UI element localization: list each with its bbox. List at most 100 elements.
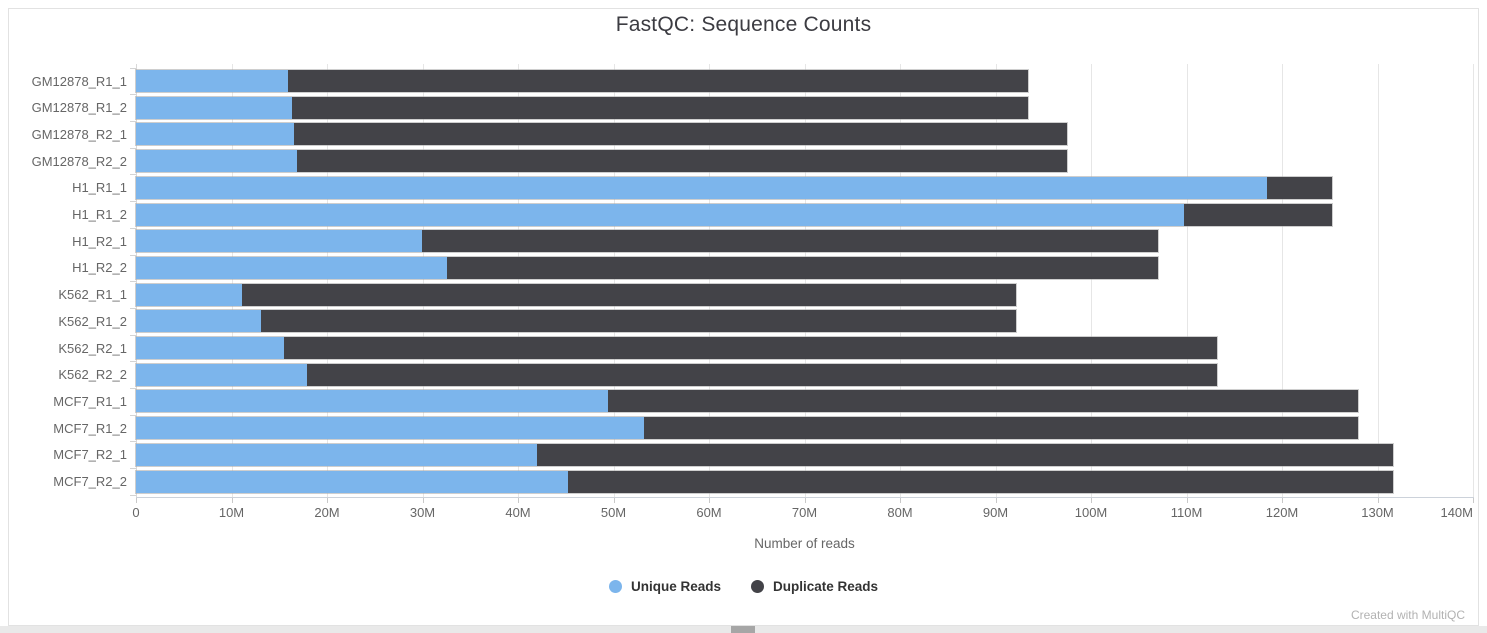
bar-segment-unique-K562_R2_1[interactable] (136, 337, 285, 359)
bar-segment-duplicate-H1_R2_2[interactable] (447, 256, 1158, 279)
y-axis-label-H1_R1_1: H1_R1_1 (72, 180, 127, 196)
bar-segment-duplicate-K562_R2_1[interactable] (284, 337, 1218, 359)
bar-segment-unique-GM12878_R2_2[interactable] (136, 150, 298, 173)
x-axis-line (136, 497, 1474, 498)
bar-segment-duplicate-GM12878_R2_2[interactable] (297, 150, 1068, 173)
bar-segment-duplicate-MCF7_R2_2[interactable] (567, 470, 1393, 493)
legend-item-unique-reads[interactable]: Unique Reads (608, 579, 721, 594)
y-axis-tickmark (130, 494, 136, 496)
bar-row-K562_R2_2 (136, 363, 1218, 386)
bar-segment-unique-H1_R1_2[interactable] (136, 203, 1184, 226)
x-tick-label: 110M (1170, 505, 1203, 520)
axis-tickmark-130M (1377, 498, 1379, 503)
x-tick-label: 90M (982, 505, 1009, 520)
bar-segment-duplicate-H1_R1_1[interactable] (1266, 176, 1332, 199)
y-axis-label-K562_R1_1: K562_R1_1 (58, 287, 127, 303)
bar-segment-duplicate-GM12878_R2_1[interactable] (293, 123, 1068, 146)
scrollbar-thumb[interactable] (731, 626, 755, 633)
y-axis-tickmark (130, 254, 136, 256)
bar-row-MCF7_R1_1 (136, 390, 1359, 413)
y-axis-label-H1_R2_2: H1_R2_2 (72, 260, 127, 276)
bar-segment-duplicate-K562_R1_1[interactable] (242, 283, 1016, 306)
x-tick-label: 30M (409, 505, 436, 520)
bar-segment-duplicate-MCF7_R1_1[interactable] (607, 390, 1359, 413)
y-axis-label-GM12878_R2_2: GM12878_R2_2 (31, 153, 127, 169)
axis-tickmark-90M (995, 498, 997, 503)
bar-segment-unique-K562_R2_2[interactable] (136, 363, 307, 386)
x-axis-title: Number of reads (754, 536, 855, 551)
gridline-40M (518, 64, 519, 497)
y-axis-label-MCF7_R2_2: MCF7_R2_2 (53, 474, 127, 489)
x-tick-label: 70M (791, 505, 818, 520)
bar-segment-duplicate-K562_R2_2[interactable] (306, 363, 1218, 386)
bar-row-MCF7_R1_2 (136, 417, 1359, 440)
y-axis-tickmark (130, 307, 136, 309)
bar-segment-unique-H1_R1_1[interactable] (136, 176, 1267, 199)
y-axis-label-H1_R2_1: H1_R2_1 (72, 233, 127, 249)
x-tick-label: 50M (600, 505, 627, 520)
bar-segment-duplicate-MCF7_R2_1[interactable] (537, 443, 1393, 466)
bar-segment-unique-MCF7_R1_1[interactable] (136, 390, 608, 413)
gridline-80M (900, 64, 901, 497)
bar-row-H1_R1_2 (136, 203, 1332, 226)
legend-marker-unique-icon (608, 580, 622, 593)
y-axis-label-K562_R2_2: K562_R2_2 (58, 367, 127, 383)
gridline-0 (136, 64, 137, 497)
bar-segment-duplicate-H1_R2_1[interactable] (421, 230, 1158, 253)
axis-tickmark-120M (1282, 498, 1283, 503)
gridline-140M (1473, 64, 1474, 497)
bar-row-GM12878_R1_2 (136, 96, 1028, 119)
x-tick-label: 40M (505, 505, 531, 520)
gridline-110M (1186, 64, 1188, 497)
bar-row-MCF7_R2_1 (136, 443, 1393, 466)
bar-segment-duplicate-H1_R1_2[interactable] (1183, 203, 1332, 226)
bar-segment-unique-K562_R1_2[interactable] (136, 310, 262, 333)
x-tick-label: 10M (218, 505, 245, 520)
bar-segment-unique-MCF7_R1_2[interactable] (136, 417, 645, 440)
bar-segment-unique-K562_R1_1[interactable] (136, 283, 242, 306)
axis-tickmark-20M (327, 498, 328, 503)
x-tick-label: 0 (132, 505, 140, 520)
axis-tickmark-110M (1186, 498, 1188, 503)
plot-area: 0 10M 20M 30M 40M 50M 60M 70M 80M 90M 100M 110M 120M… (130, 64, 1474, 520)
legend-marker-duplicate-icon (750, 580, 764, 593)
legend-item-duplicate-reads[interactable]: Duplicate Reads (750, 579, 879, 594)
bar-segment-unique-MCF7_R2_1[interactable] (136, 443, 538, 466)
bar-row-GM12878_R2_2 (136, 150, 1068, 173)
x-tick-label: 80M (887, 505, 913, 520)
axis-tickmark-80M (900, 498, 901, 503)
gridline-130M (1377, 64, 1379, 497)
bar-row-K562_R1_1 (136, 283, 1016, 306)
chart-title: FastQC: Sequence Counts (615, 13, 872, 36)
horizontal-scrollbar[interactable] (0, 626, 1487, 633)
gridline-60M (709, 64, 710, 497)
gridline-90M (995, 64, 997, 497)
bar-segment-unique-GM12878_R1_1[interactable] (136, 70, 288, 92)
bar-segment-duplicate-GM12878_R1_2[interactable] (291, 96, 1028, 119)
y-axis-label-MCF7_R1_1: MCF7_R1_1 (53, 393, 127, 409)
y-axis-tickmark (130, 121, 136, 122)
bar-segment-unique-GM12878_R1_2[interactable] (136, 96, 292, 119)
axis-tickmark-140M (1473, 498, 1474, 503)
bar-segment-duplicate-GM12878_R1_1[interactable] (287, 70, 1028, 92)
y-axis-tickmark (130, 147, 136, 149)
bar-segment-duplicate-MCF7_R1_2[interactable] (644, 417, 1359, 440)
legend-label-unique: Unique Reads (630, 579, 721, 594)
bar-segment-unique-MCF7_R2_2[interactable] (136, 470, 568, 493)
bar-segment-duplicate-K562_R1_2[interactable] (261, 310, 1016, 333)
y-axis-tickmark (130, 414, 136, 416)
x-tick-label: 60M (696, 505, 722, 520)
bar-segment-unique-H1_R2_1[interactable] (136, 230, 422, 253)
bar-segment-unique-GM12878_R2_1[interactable] (136, 123, 294, 146)
gridline-120M (1282, 64, 1283, 497)
bar-row-GM12878_R1_1 (136, 70, 1028, 92)
y-axis-tickmark (130, 468, 136, 470)
y-axis-label-K562_R1_2: K562_R1_2 (58, 313, 127, 329)
legend-label-duplicate: Duplicate Reads (772, 579, 879, 594)
bar-row-GM12878_R2_1 (136, 123, 1068, 146)
bar-segment-unique-H1_R2_2[interactable] (136, 256, 448, 279)
axis-tickmark-60M (709, 498, 710, 503)
y-axis-tickmark (130, 388, 136, 389)
gridline-10M (231, 64, 233, 497)
y-axis-tickmark (130, 67, 136, 69)
